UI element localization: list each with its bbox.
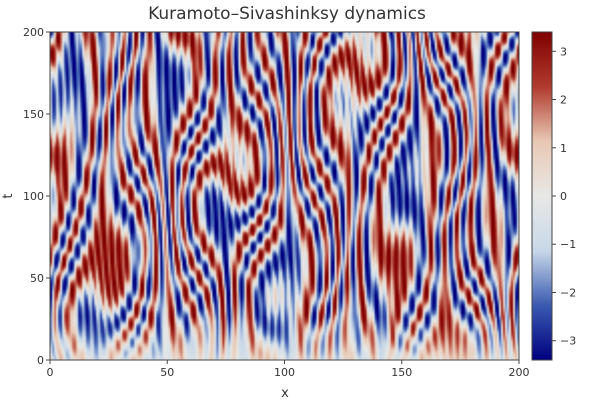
x-tick-label: 100 bbox=[274, 366, 295, 379]
colorbar-ticks: −3 −2 −1 0 1 2 3 bbox=[552, 45, 576, 348]
y-tick-label: 150 bbox=[23, 108, 44, 121]
colorbar bbox=[532, 32, 552, 360]
colorbar-tick-label: 0 bbox=[560, 190, 567, 203]
y-axis-label: t bbox=[1, 193, 16, 198]
y-tick-label: 0 bbox=[37, 354, 44, 367]
x-tick-label: 150 bbox=[391, 366, 412, 379]
chart-title: Kuramoto–Sivashinksy dynamics bbox=[148, 4, 426, 24]
y-axis-ticks: 0 50 100 150 200 bbox=[23, 26, 50, 367]
heatmap-image bbox=[50, 32, 519, 360]
x-tick-label: 0 bbox=[47, 366, 54, 379]
y-tick-label: 200 bbox=[23, 26, 44, 39]
colorbar-tick-label: 2 bbox=[560, 94, 567, 107]
x-axis-label: x bbox=[281, 386, 289, 400]
x-tick-label: 200 bbox=[509, 366, 530, 379]
colorbar-tick-label: −2 bbox=[560, 286, 576, 299]
colorbar-tick-label: −3 bbox=[560, 335, 576, 348]
y-tick-label: 100 bbox=[23, 190, 44, 203]
colorbar-tick-label: −1 bbox=[560, 238, 576, 251]
x-tick-label: 50 bbox=[160, 366, 174, 379]
y-tick-label: 50 bbox=[30, 272, 44, 285]
colorbar-tick-label: 3 bbox=[560, 45, 567, 58]
colorbar-tick-label: 1 bbox=[560, 142, 567, 155]
x-axis-ticks: 0 50 100 150 200 bbox=[47, 360, 530, 379]
heatmap-field bbox=[50, 32, 519, 360]
